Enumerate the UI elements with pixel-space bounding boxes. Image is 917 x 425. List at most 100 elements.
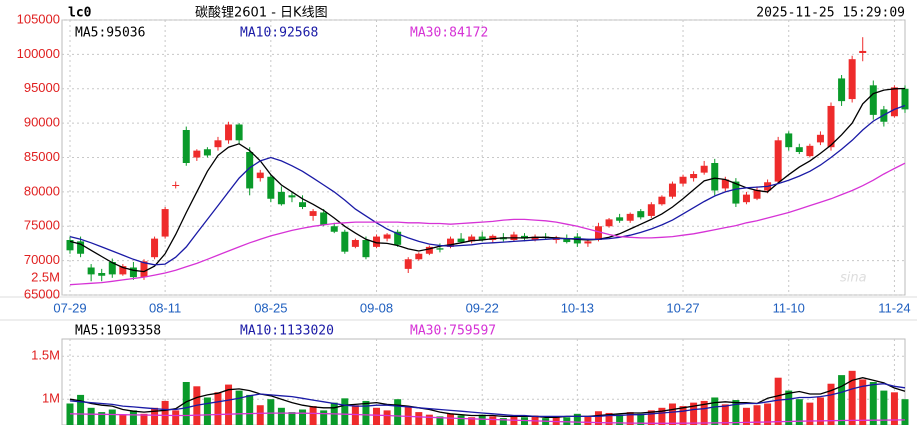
candle-body bbox=[827, 105, 835, 148]
volume-bar bbox=[774, 377, 782, 425]
volume-bar bbox=[214, 392, 222, 425]
candle-body bbox=[679, 176, 687, 184]
candle-body bbox=[774, 140, 782, 182]
volume-bar bbox=[288, 412, 296, 425]
volume-bar bbox=[499, 418, 507, 425]
volume-bar bbox=[711, 397, 719, 425]
legend-entry: MA30:84172 bbox=[410, 26, 488, 41]
volume-bar bbox=[309, 406, 317, 425]
candle-body bbox=[594, 226, 602, 240]
y-tick-label: 85000 bbox=[24, 149, 60, 164]
symbol: lc0 bbox=[68, 6, 92, 21]
timestamp: 2025-11-25 15:29:09 bbox=[756, 6, 905, 21]
volume-bar bbox=[690, 402, 698, 425]
legend-entry: MA5:1093358 bbox=[75, 324, 161, 339]
candle-body bbox=[785, 133, 793, 148]
volume-bar bbox=[700, 400, 708, 425]
volume-bar bbox=[436, 416, 444, 425]
volume-bar bbox=[129, 410, 137, 425]
candle-body bbox=[447, 238, 455, 247]
ma-line bbox=[69, 87, 906, 273]
watermark: sina bbox=[840, 271, 867, 286]
candle-body bbox=[415, 253, 423, 260]
volume-bar bbox=[668, 403, 676, 425]
candle-body bbox=[457, 238, 465, 243]
candle-body bbox=[711, 163, 719, 191]
candle-body bbox=[383, 234, 391, 239]
candle-body bbox=[478, 236, 486, 240]
volume-bar bbox=[235, 390, 243, 425]
volume-bar bbox=[795, 399, 803, 425]
candle-body bbox=[690, 174, 698, 179]
y-tick-label: 75000 bbox=[24, 218, 60, 233]
volume-bar bbox=[827, 383, 835, 425]
volume-bar bbox=[425, 414, 433, 425]
x-tick-label: 10-13 bbox=[561, 300, 594, 315]
candle-body bbox=[309, 211, 317, 216]
overlay-label: 2.5M bbox=[31, 269, 60, 284]
y-tick-label: 100000 bbox=[17, 46, 60, 61]
ma-line bbox=[69, 104, 906, 266]
volume-bar bbox=[161, 400, 169, 425]
volume-frame bbox=[61, 338, 906, 425]
volume-bar bbox=[563, 417, 571, 425]
volume-bar bbox=[415, 412, 423, 425]
volume-bar bbox=[626, 412, 634, 425]
volume-bar bbox=[552, 416, 560, 425]
candle-body bbox=[869, 85, 877, 115]
candle-body bbox=[425, 246, 433, 254]
candle-body bbox=[277, 191, 285, 205]
candle-body bbox=[77, 241, 85, 254]
volume-bar bbox=[383, 410, 391, 425]
volume-bar bbox=[816, 397, 824, 425]
y-tick-label: 1M bbox=[42, 391, 60, 406]
volume-bar bbox=[457, 415, 465, 425]
candle-body bbox=[732, 181, 740, 204]
candle-body bbox=[647, 204, 655, 216]
volume-bar bbox=[594, 411, 602, 425]
ma-line bbox=[69, 377, 906, 418]
volume-bar bbox=[267, 399, 275, 425]
volume-bar bbox=[869, 382, 877, 425]
candle-body bbox=[66, 240, 74, 251]
candle-body bbox=[838, 78, 846, 102]
volume-bar bbox=[140, 413, 148, 425]
volume-bar bbox=[182, 382, 190, 425]
candle-body bbox=[351, 240, 359, 247]
y-tick-label: 90000 bbox=[24, 115, 60, 130]
x-tick-label: 08-11 bbox=[149, 300, 181, 315]
candle-body bbox=[246, 152, 254, 189]
candle-body bbox=[795, 147, 803, 152]
x-tick-label: 09-22 bbox=[466, 300, 499, 315]
candle-body bbox=[859, 50, 867, 53]
volume-bar bbox=[584, 416, 592, 425]
candle-body bbox=[436, 248, 444, 250]
ma-line bbox=[69, 383, 906, 418]
volume-bar bbox=[172, 410, 180, 425]
volume-bar bbox=[225, 384, 233, 425]
candle-body bbox=[890, 87, 898, 117]
candle-body bbox=[658, 196, 666, 205]
candle-body bbox=[256, 172, 264, 179]
volume-bar bbox=[246, 394, 254, 425]
volume-bar bbox=[721, 404, 729, 425]
volume-bar bbox=[806, 402, 814, 425]
candle-body bbox=[341, 231, 349, 252]
candle-body bbox=[394, 231, 402, 245]
volume-bar bbox=[732, 400, 740, 425]
candle-body bbox=[373, 236, 381, 247]
candle-body bbox=[299, 202, 307, 207]
volume-bar bbox=[489, 416, 497, 425]
candle-body bbox=[320, 212, 328, 225]
volume-bar bbox=[77, 394, 85, 425]
volume-bar bbox=[394, 399, 402, 425]
x-tick-label: 07-29 bbox=[53, 300, 86, 315]
y-tick-label: 105000 bbox=[17, 11, 60, 26]
candle-body bbox=[330, 226, 338, 232]
y-tick-label: 1.5M bbox=[31, 348, 60, 363]
volume-bar bbox=[679, 406, 687, 425]
candle-body bbox=[108, 262, 116, 275]
volume-bar bbox=[277, 407, 285, 425]
candle-body bbox=[489, 235, 497, 240]
